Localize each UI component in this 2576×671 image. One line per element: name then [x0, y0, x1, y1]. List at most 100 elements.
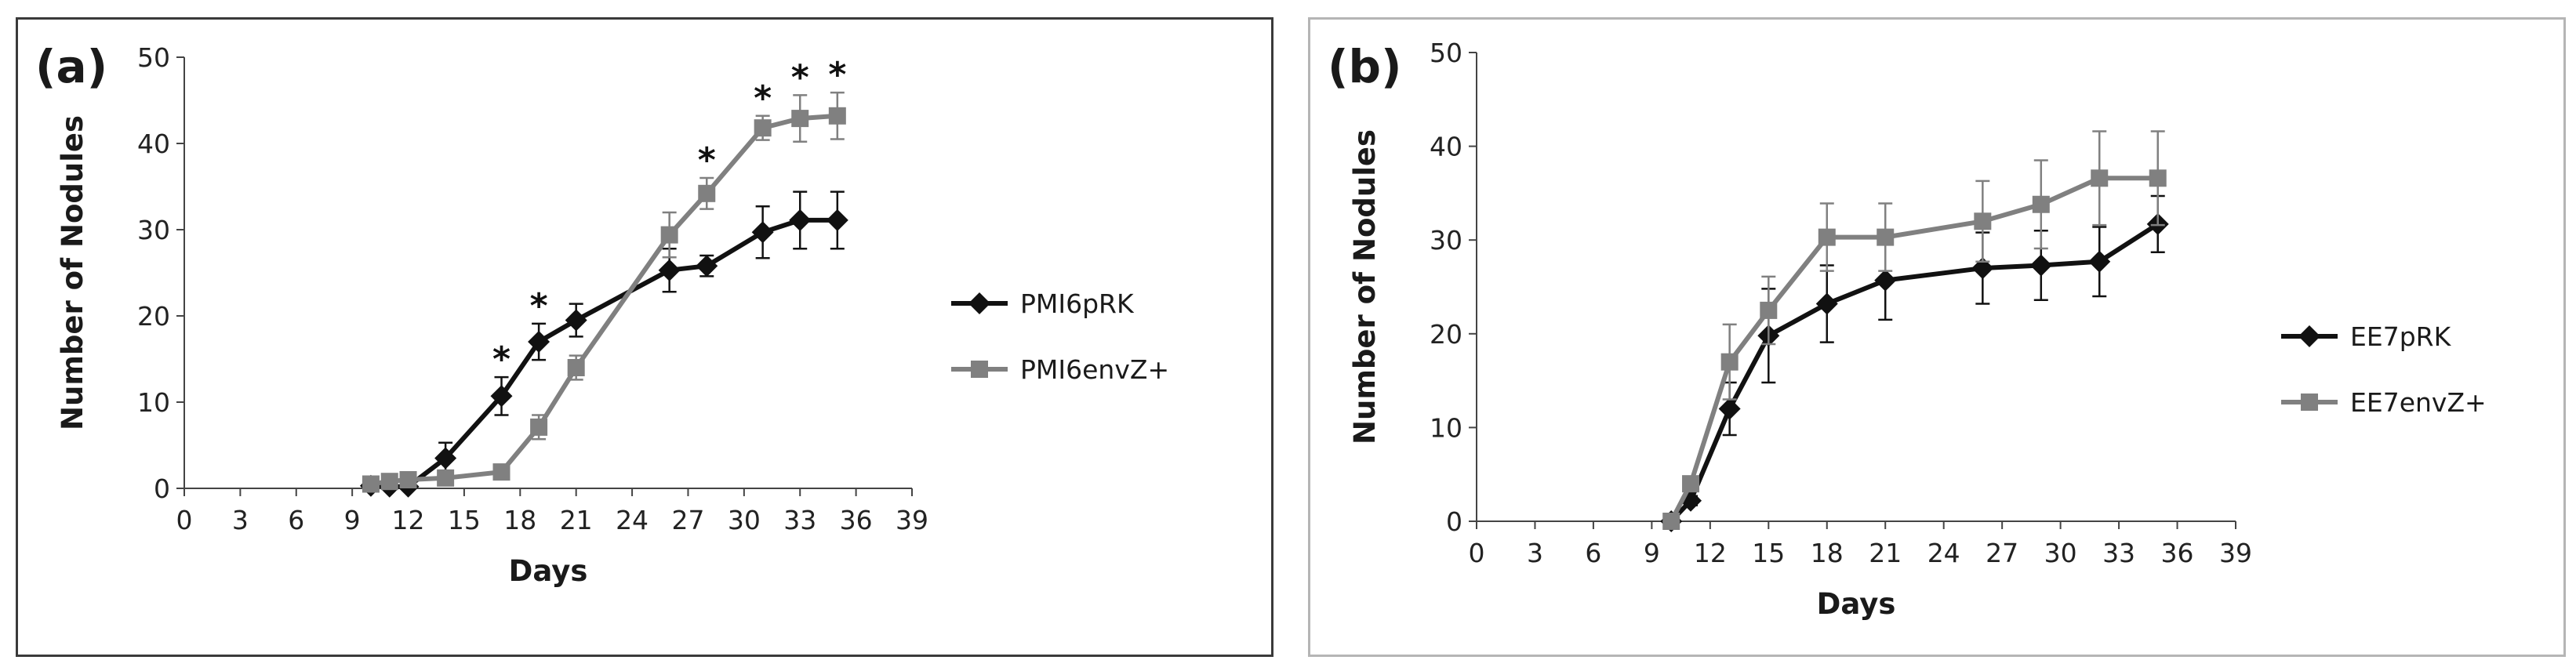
x-tick-label: 21 — [560, 505, 593, 535]
data-point — [1874, 269, 1897, 292]
data-point — [2088, 250, 2111, 273]
x-tick-label: 3 — [232, 505, 249, 535]
data-point — [828, 107, 846, 125]
x-axis-title: Days — [509, 554, 588, 588]
legend-swatch-marker — [968, 292, 990, 314]
series-PMI6pRK — [359, 190, 848, 498]
data-point — [528, 331, 550, 353]
y-axis-title: Number of Nodules — [56, 115, 89, 430]
data-point — [1682, 475, 1700, 493]
x-tick-label: 30 — [728, 505, 761, 535]
significance-star: * — [698, 140, 716, 180]
data-point — [1818, 228, 1836, 246]
data-point — [1974, 212, 1992, 230]
significance-star: * — [828, 55, 846, 95]
y-tick-label: 20 — [1430, 319, 1462, 350]
x-tick-label: 6 — [1585, 538, 1601, 568]
x-tick-label: 6 — [288, 505, 304, 535]
series-line — [1669, 176, 2158, 523]
y-tick-label: 0 — [1446, 506, 1462, 537]
x-tick-label: 12 — [1694, 538, 1727, 568]
x-axis-title: Days — [1817, 587, 1896, 621]
data-point — [434, 447, 457, 470]
x-tick-label: 21 — [1869, 538, 1902, 568]
data-point — [1971, 257, 1994, 280]
y-tick-label: 10 — [1430, 412, 1462, 443]
x-tick-label: 15 — [1752, 538, 1785, 568]
significance-star: * — [754, 78, 772, 118]
legend-label: PMI6envZ+ — [1020, 354, 1169, 385]
y-tick-label: 50 — [137, 42, 170, 73]
data-point — [751, 221, 774, 244]
y-tick-label: 30 — [137, 215, 170, 245]
x-tick-label: 30 — [2044, 538, 2077, 568]
data-point — [2091, 169, 2109, 187]
x-tick-label: 18 — [1811, 538, 1844, 568]
data-point — [789, 209, 812, 231]
x-tick-label: 18 — [503, 505, 536, 535]
x-tick-label: 36 — [2161, 538, 2194, 568]
data-point — [1815, 292, 1838, 315]
legend-swatch-marker — [2298, 325, 2320, 347]
data-point — [826, 209, 848, 231]
data-point — [2032, 195, 2050, 213]
y-tick-label: 0 — [154, 473, 170, 504]
x-tick-label: 27 — [1986, 538, 2018, 568]
data-point — [1760, 301, 1778, 319]
data-point — [565, 309, 587, 332]
legend-swatch-marker — [2301, 394, 2318, 411]
x-tick-label: 39 — [2219, 538, 2252, 568]
x-tick-label: 24 — [1927, 538, 1960, 568]
x-tick-label: 0 — [176, 505, 193, 535]
x-tick-label: 15 — [448, 505, 481, 535]
data-point — [437, 469, 455, 487]
data-point — [380, 473, 398, 491]
panel-label-b: (b) — [1328, 40, 1402, 93]
y-tick-label: 50 — [1430, 38, 1462, 68]
x-tick-label: 0 — [1469, 538, 1485, 568]
data-point — [362, 475, 380, 493]
x-tick-label: 36 — [840, 505, 873, 535]
chart-panel-b: (b) 0 10 20 30 40 50 0 3 6 9 12 15 18 21 24 27 30 33 36 39 D… — [1308, 17, 2566, 657]
y-tick-label: 40 — [1430, 132, 1462, 162]
significance-star: * — [530, 286, 548, 326]
data-point — [660, 226, 678, 244]
data-point — [492, 463, 510, 481]
x-tick-label: 33 — [2102, 538, 2135, 568]
legend-swatch-marker — [971, 361, 988, 378]
x-tick-label: 3 — [1527, 538, 1543, 568]
data-point — [490, 385, 513, 408]
series-line — [1669, 222, 2160, 524]
y-axis-title: Number of Nodules — [1348, 129, 1382, 444]
chart-panel-a: (a) 0 10 20 30 40 50 0 3 6 9 12 15 18 21 24 27 30 33 36 39 D… — [16, 17, 1273, 657]
y-tick-label: 40 — [137, 129, 170, 159]
data-point — [791, 110, 809, 128]
x-tick-label: 9 — [344, 505, 361, 535]
data-point — [530, 418, 548, 436]
series-PMI6envZ+ — [362, 91, 846, 493]
x-tick-label: 12 — [392, 505, 425, 535]
y-tick-label: 10 — [137, 387, 170, 418]
series-line — [370, 217, 837, 489]
data-point — [567, 359, 585, 376]
data-point — [1662, 513, 1680, 530]
data-point — [399, 471, 417, 488]
legend-label: EE7pRK — [2350, 321, 2452, 352]
data-point — [658, 259, 681, 281]
series-EE7envZ+ — [1662, 130, 2167, 530]
data-point — [696, 255, 718, 277]
x-tick-label: 27 — [671, 505, 704, 535]
data-point — [1718, 397, 1741, 420]
data-point — [698, 184, 716, 202]
series-line — [370, 113, 838, 487]
x-tick-label: 24 — [616, 505, 649, 535]
data-point — [754, 119, 772, 137]
y-tick-label: 30 — [1430, 225, 1462, 256]
data-point — [1720, 353, 1739, 371]
x-tick-label: 33 — [783, 505, 816, 535]
panel-label-a: (a) — [35, 40, 107, 93]
y-tick-label: 20 — [137, 301, 170, 332]
x-tick-label: 9 — [1644, 538, 1660, 568]
legend-label: PMI6pRK — [1020, 288, 1135, 319]
